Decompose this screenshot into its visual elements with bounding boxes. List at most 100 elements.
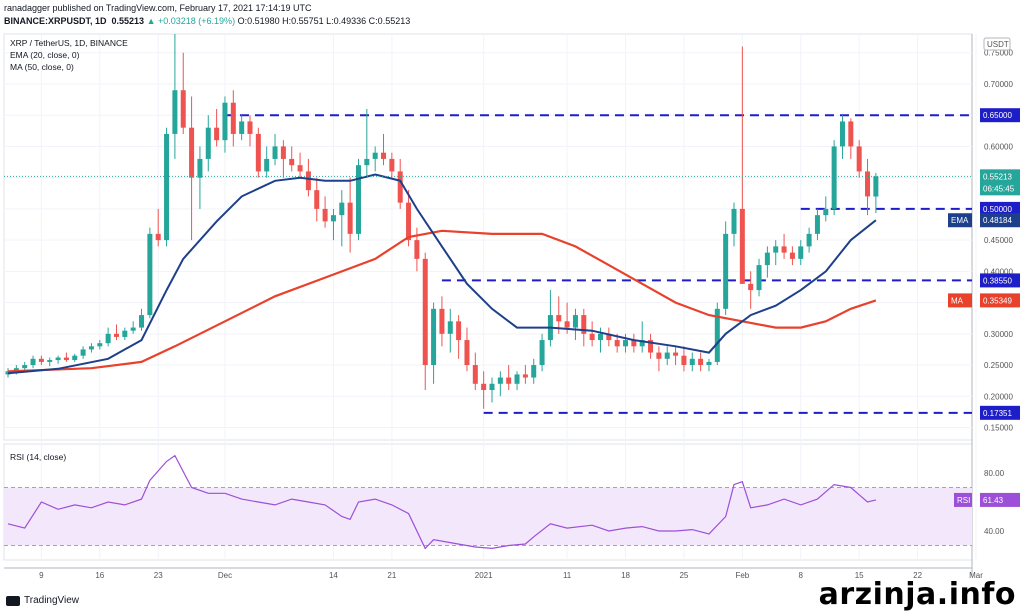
ma50-line: [7, 229, 877, 373]
candle-body: [764, 252, 770, 266]
candle-body: [756, 265, 762, 291]
chart-title: XRP / TetherUS, 1D, BINANCE: [10, 38, 128, 48]
candle-body: [773, 246, 779, 253]
price-chart[interactable]: 0.750000.700000.650000.600000.550000.500…: [0, 30, 1024, 590]
axis-price-box: [980, 169, 1020, 196]
level-price-label: 0.65000: [983, 111, 1012, 120]
candle-body: [397, 171, 403, 203]
level-price-label: 0.17351: [983, 409, 1012, 418]
candle-body: [731, 208, 737, 234]
currency-badge: [983, 37, 1011, 51]
time-tick-label: 25: [679, 571, 688, 580]
level-price-label: 0.38550: [983, 276, 1012, 285]
symbol-quote-line: BINANCE:XRPUSDT, 1D 0.55213 ▲ +0.03218 (…: [4, 16, 410, 26]
candle-body: [113, 333, 119, 337]
candle-body: [481, 383, 487, 391]
candle-body: [122, 330, 128, 337]
candle-body: [264, 158, 270, 172]
footer: TradingView: [0, 590, 1024, 612]
time-tick-label: Dec: [218, 571, 232, 580]
candle-body: [172, 90, 178, 134]
price-tick-label: 0.75000: [984, 49, 1013, 58]
rsi-value-label: 61.43: [983, 496, 1004, 505]
candle-body: [80, 349, 86, 356]
candle-body: [706, 361, 712, 366]
time-tick-label: 14: [329, 571, 338, 580]
candle-body: [839, 121, 845, 147]
candle-body: [222, 102, 228, 141]
candle-body: [489, 383, 495, 391]
candle-body: [272, 146, 278, 159]
axis-price-box: [980, 213, 1020, 228]
price-tick-label: 0.60000: [984, 142, 1013, 151]
axis-price-label: 0.55213: [983, 172, 1012, 181]
candle-body: [464, 340, 470, 366]
price-tick-label: 0.45000: [984, 236, 1013, 245]
candle-body: [831, 146, 837, 209]
candle-body: [748, 283, 754, 291]
candle-body: [856, 146, 862, 172]
candle-body: [447, 321, 453, 334]
candle-body: [431, 308, 437, 366]
candle-body: [698, 358, 704, 366]
candle-body: [155, 233, 161, 241]
time-tick-label: Feb: [735, 571, 749, 580]
rsi-title: RSI (14, close): [10, 452, 66, 462]
candle-body: [623, 340, 629, 347]
indicator-tag-label: MA: [951, 296, 964, 305]
candle-body: [681, 355, 687, 366]
candle-body: [873, 176, 879, 197]
tradingview-brand: TradingView: [24, 595, 80, 606]
indicator-tag-box: [948, 293, 972, 308]
candle-body: [556, 315, 562, 322]
candle-body: [189, 127, 195, 178]
candle-body: [581, 315, 587, 334]
candle-body: [848, 121, 854, 147]
candle-body: [381, 152, 387, 159]
candle-body: [531, 365, 537, 378]
candle-body: [214, 127, 220, 141]
rsi-tick-label: 80.00: [984, 469, 1005, 478]
candle-body: [72, 355, 78, 361]
time-tick-label: Mar: [969, 571, 983, 580]
candle-body: [38, 358, 44, 362]
candle-body: [205, 127, 211, 159]
candle-body: [297, 165, 303, 172]
level-price-box: [980, 273, 1020, 288]
candle-body: [456, 321, 462, 341]
time-tick-label: 9: [39, 571, 44, 580]
price-tick-label: 0.70000: [984, 80, 1013, 89]
candle-body: [13, 368, 19, 372]
candle-body: [147, 233, 153, 316]
indicator-legend: MA (50, close, 0): [10, 62, 74, 72]
candle-body: [865, 171, 871, 197]
candle-body: [180, 90, 186, 128]
candle-body: [664, 352, 670, 359]
time-tick-label: 23: [154, 571, 163, 580]
candle-body: [280, 146, 286, 159]
price-tick-label: 0.30000: [984, 330, 1013, 339]
chart-header: ranadagger published on TradingView.com,…: [0, 0, 1024, 30]
ohlc-values: O:0.51980 H:0.55751 L:0.49336 C:0.55213: [237, 16, 411, 26]
indicator-tag-label: EMA: [951, 216, 969, 225]
candle-body: [689, 358, 695, 366]
candle-body: [414, 240, 420, 259]
candle-body: [47, 360, 53, 362]
candle-body: [30, 358, 36, 366]
candle-body: [389, 158, 395, 172]
price-tick-label: 0.15000: [984, 424, 1013, 433]
rsi-tag-label: RSI: [957, 496, 970, 505]
candle-body: [823, 208, 829, 216]
candle-body: [714, 308, 720, 362]
candle-body: [514, 374, 520, 384]
candle-body: [648, 340, 654, 353]
time-tick-label: 2021: [475, 571, 493, 580]
indicator-tag-box: [948, 213, 972, 228]
candle-body: [422, 258, 428, 366]
tradingview-logo[interactable]: TradingView: [6, 595, 79, 606]
candle-body: [322, 208, 328, 222]
last-price: 0.55213: [111, 16, 145, 26]
candle-body: [673, 352, 679, 356]
rsi-value-box: [980, 492, 1020, 507]
time-tick-label: 8: [799, 571, 804, 580]
